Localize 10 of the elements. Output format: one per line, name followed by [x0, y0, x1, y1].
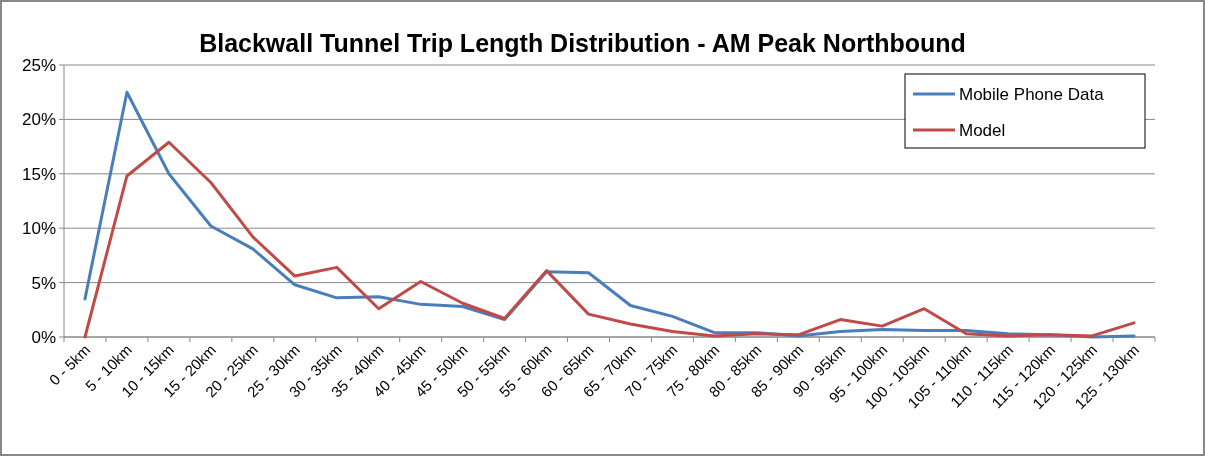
legend-label: Mobile Phone Data [959, 84, 1105, 104]
line-series [83, 140, 1136, 339]
y-tick-label: 20% [21, 110, 56, 130]
y-tick-label: 15% [21, 164, 56, 184]
y-tick-label: 10% [21, 219, 56, 239]
y-tick-label: 0% [31, 327, 56, 347]
chart-title: Blackwall Tunnel Trip Length Distribution - AM Peak Northbound [199, 29, 966, 57]
y-tick-label: 5% [31, 273, 56, 293]
legend-label: Model [959, 120, 1006, 140]
y-tick-label: 25% [21, 55, 56, 75]
